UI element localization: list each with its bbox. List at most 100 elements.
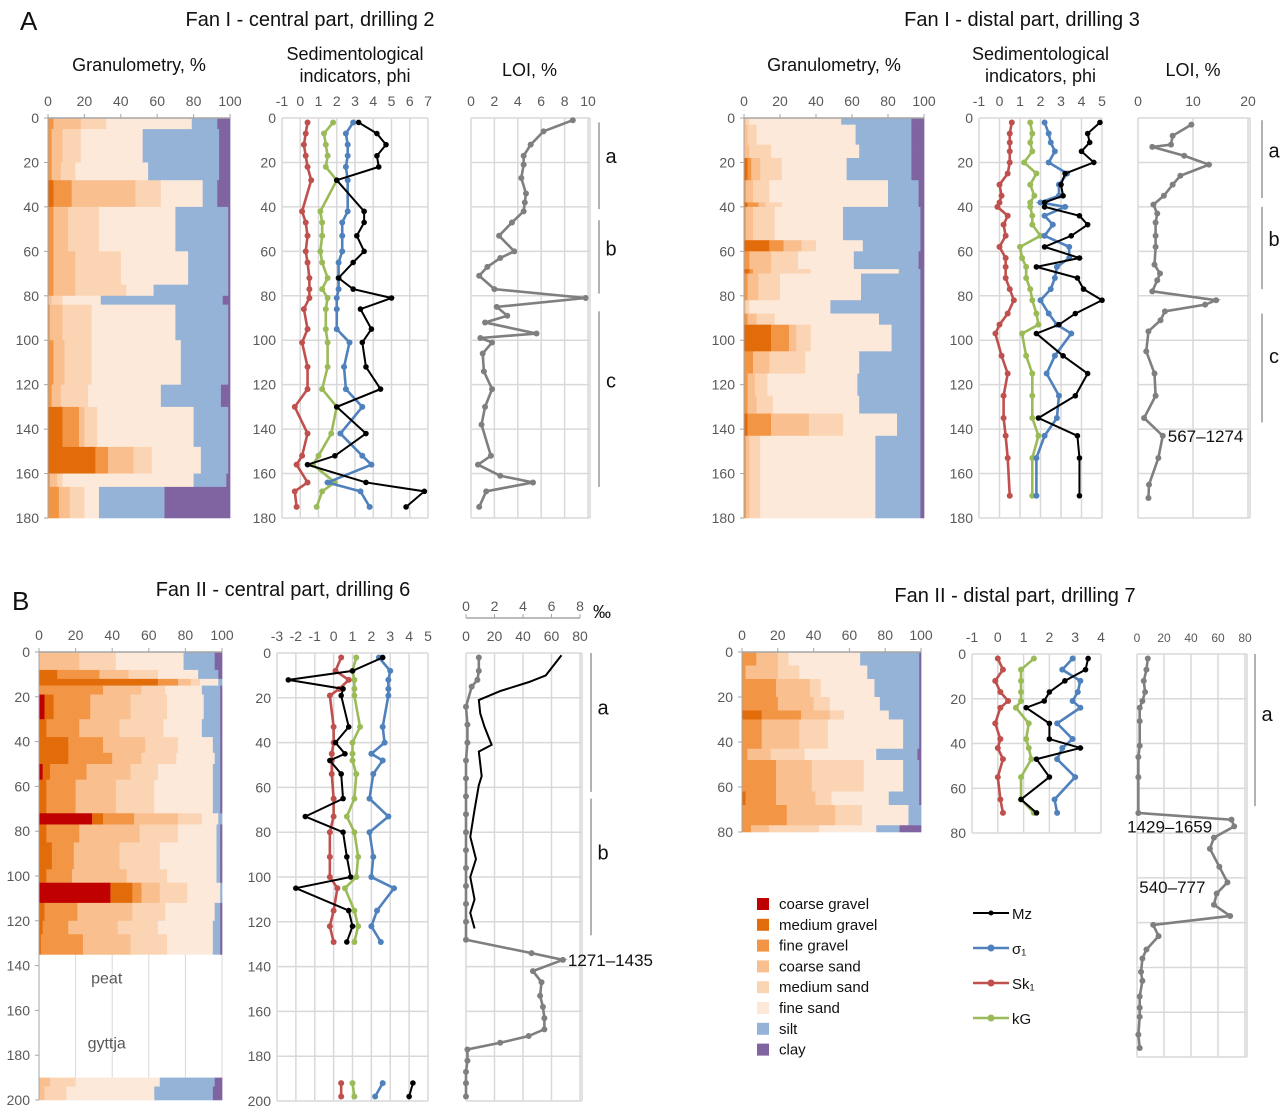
- sk1-point: [1004, 212, 1011, 219]
- mz-point: [1041, 244, 1048, 250]
- loi-point: [1149, 288, 1156, 295]
- kg-point: [1031, 192, 1038, 199]
- y-tick-label: 100: [16, 332, 40, 348]
- panel-title: Fan I - distal part, drilling 3: [904, 9, 1140, 31]
- loi-title: LOI, %: [502, 60, 557, 80]
- age-annotation: 1271–1435: [568, 951, 653, 970]
- bar-fine-sand: [804, 748, 877, 761]
- sedimentological-title: indicators, phi: [985, 66, 1096, 86]
- sk1-point: [304, 479, 311, 486]
- mz-point: [1084, 370, 1091, 377]
- sk1-point: [328, 750, 335, 757]
- bar-fine-gravel: [744, 180, 747, 203]
- sk1-point: [1010, 297, 1017, 304]
- loi-point: [1169, 181, 1176, 188]
- mz-point: [1033, 264, 1040, 270]
- loi-point: [463, 775, 469, 782]
- granulometry-title: Granulometry, %: [767, 55, 901, 75]
- loi-point: [475, 667, 482, 674]
- loi-point: [569, 117, 576, 124]
- x-tick-label: 3: [351, 93, 359, 109]
- kg-point: [320, 130, 327, 137]
- loi-point: [1181, 152, 1188, 159]
- bar-clay: [222, 295, 231, 305]
- bar-silt: [200, 446, 229, 474]
- bar-fine-sand: [115, 652, 184, 671]
- mz-point: [383, 141, 389, 148]
- kg-point: [324, 363, 331, 370]
- sk1-point: [996, 181, 1003, 188]
- kg-point: [322, 326, 329, 333]
- mz-point: [1035, 415, 1042, 421]
- sigma1-point: [1053, 415, 1060, 421]
- bar-medium-gravel: [744, 269, 750, 274]
- sigma1-point: [333, 295, 340, 301]
- bar-fine-sand: [810, 324, 892, 352]
- x-tick-label: 40: [808, 93, 824, 109]
- sk1-point: [326, 874, 333, 880]
- mz-point: [1023, 704, 1029, 711]
- bar-fine-gravel: [742, 652, 757, 666]
- sigma1-point: [350, 119, 357, 126]
- bar-coarse-sand: [51, 162, 62, 181]
- bar-clay: [918, 251, 925, 270]
- mz-point: [361, 219, 367, 226]
- sk1-point: [999, 756, 1006, 763]
- top-tick-label: 4: [519, 598, 527, 614]
- bar-silt: [888, 791, 920, 806]
- sk1-point: [299, 208, 306, 215]
- mz-point: [332, 739, 339, 746]
- sk1-point: [345, 676, 352, 683]
- bar-coarse-sand: [747, 395, 757, 414]
- y-tick-label: 60: [23, 243, 39, 259]
- kg-point: [324, 152, 331, 159]
- sigma1-point: [1041, 232, 1048, 239]
- panel-label: A: [20, 6, 38, 36]
- x-tick-label: 80: [186, 93, 202, 109]
- bar-fine-gravel: [742, 760, 777, 792]
- sk1-point: [1004, 310, 1011, 317]
- bar-coarse-sand: [758, 202, 766, 208]
- loi-point: [1145, 328, 1152, 335]
- kg-point: [322, 163, 329, 170]
- loi-point: [489, 386, 496, 393]
- loi-point: [468, 683, 475, 690]
- kg-point: [1037, 232, 1044, 239]
- loi-point: [1136, 1013, 1143, 1020]
- x-tick-label: 5: [388, 93, 396, 109]
- y-tick-label: 180: [950, 510, 974, 526]
- bar-medium-sand: [808, 413, 844, 437]
- loi-point: [476, 272, 483, 279]
- bar-fine-gravel: [95, 446, 109, 474]
- loi-chart: 0 20 40 60 80 1429–1659 540–777: [1127, 631, 1252, 1058]
- sigma1-point: [333, 326, 340, 333]
- bar-coarse-sand: [747, 313, 757, 325]
- sigma1-point: [385, 813, 392, 820]
- loi-point: [1135, 1031, 1142, 1038]
- bar-medium-gravel: [48, 180, 54, 208]
- zone-label: b: [597, 842, 608, 864]
- x-tick-label: 0: [462, 628, 470, 644]
- bar-silt: [159, 1077, 215, 1087]
- loi-point: [493, 303, 500, 310]
- kg-point: [324, 339, 331, 346]
- bar-fine-gravel: [48, 304, 51, 341]
- sk1-point: [326, 829, 333, 836]
- bar-fine-gravel: [40, 934, 84, 955]
- bar-medium-gravel: [39, 669, 58, 680]
- loi-point: [521, 199, 528, 206]
- loi-point: [1152, 219, 1159, 226]
- bar-clay: [919, 710, 922, 720]
- legend-label: medium gravel: [779, 917, 877, 934]
- kg-line: [311, 121, 339, 508]
- legend-label: fine sand: [779, 1000, 840, 1017]
- sk1-point: [997, 704, 1004, 711]
- kg-point: [1023, 352, 1030, 359]
- mz-point: [1062, 170, 1068, 177]
- sigma1-point: [1053, 263, 1060, 270]
- sk1-point: [338, 1080, 345, 1087]
- bar-fine-gravel: [46, 719, 80, 738]
- bar-fine-gravel: [742, 679, 777, 698]
- x-tick-label: 1: [1016, 93, 1024, 109]
- mz-legend-marker: [988, 910, 994, 916]
